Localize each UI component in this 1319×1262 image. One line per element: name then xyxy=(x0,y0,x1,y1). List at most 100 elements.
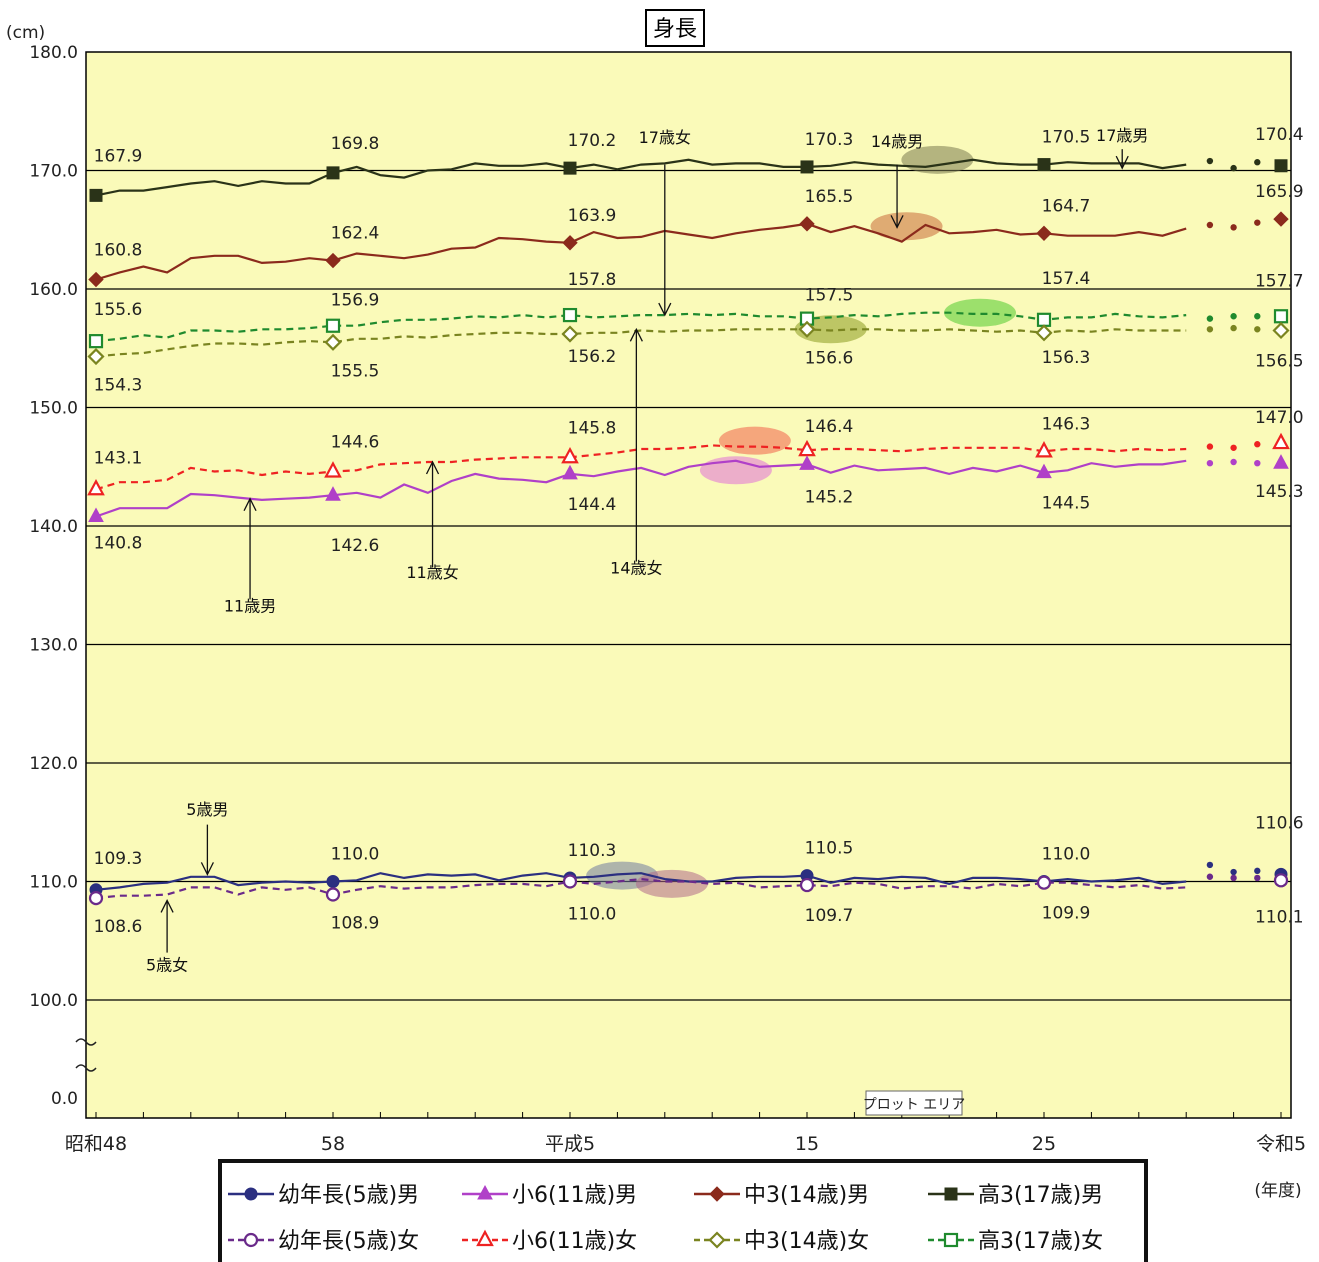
series-line-m11 xyxy=(95,459,1187,518)
data-label: 147.0 xyxy=(1255,408,1304,428)
marker-m17 xyxy=(1037,158,1051,172)
marker-m11 xyxy=(1273,454,1289,469)
data-label: 144.5 xyxy=(1042,494,1091,514)
marker-f17 xyxy=(1273,309,1289,324)
marker-f17 xyxy=(1036,312,1052,327)
annotation-label: 11歳女 xyxy=(406,563,458,582)
data-label: 163.9 xyxy=(568,206,617,226)
y-tick-label: 130.0 xyxy=(29,636,78,656)
data-label: 110.6 xyxy=(1255,813,1304,833)
series-dot-f5 xyxy=(1254,874,1261,882)
marker-m17 xyxy=(563,161,577,175)
data-label: 110.0 xyxy=(331,845,380,865)
data-label: 146.4 xyxy=(805,417,854,437)
legend-marker xyxy=(477,1184,493,1200)
annotation-arrowhead xyxy=(658,302,672,317)
highlight-ellipse xyxy=(870,212,943,241)
data-label: 110.3 xyxy=(568,841,617,861)
marker-f17 xyxy=(88,334,104,349)
series-dot-f5 xyxy=(1206,873,1214,880)
data-label: 142.6 xyxy=(331,536,380,556)
x-tick-label: 15 xyxy=(795,1133,819,1155)
marker-m14 xyxy=(562,235,578,251)
data-label: 109.7 xyxy=(805,906,854,926)
series-dot-m11 xyxy=(1230,458,1237,466)
annotation-label: 17歳男 xyxy=(1096,126,1148,145)
data-label: 110.1 xyxy=(1255,907,1304,927)
highlight-ellipse xyxy=(944,298,1017,327)
marker-f17 xyxy=(562,307,578,323)
legend-label: 中3(14歳)女 xyxy=(744,1229,869,1254)
marker-f14 xyxy=(87,347,105,366)
y-tick-label: 180.0 xyxy=(29,43,78,63)
marker-f5 xyxy=(799,877,815,893)
marker-f11 xyxy=(798,439,816,457)
data-label: 155.6 xyxy=(94,300,143,320)
series-line-m5 xyxy=(95,872,1187,891)
series-line-f14 xyxy=(95,328,1187,358)
data-label: 170.2 xyxy=(568,131,617,151)
legend-marker xyxy=(243,1232,259,1248)
legend-marker xyxy=(709,1186,725,1202)
data-label: 160.8 xyxy=(94,241,143,261)
series-dot-m14 xyxy=(1206,221,1214,229)
data-label: 157.5 xyxy=(805,286,854,306)
legend: 幼年長(5歳)男 小6(11歳)男 中3(14歳)男 高3(17歳)男幼年長(5歳)女… xyxy=(218,1159,1148,1262)
series-line-f11 xyxy=(95,444,1187,491)
x-unit-label: (年度) xyxy=(1254,1181,1301,1201)
annotation-label: 14歳男 xyxy=(871,132,923,151)
marker-m5 xyxy=(326,875,340,888)
series-line-f17 xyxy=(95,311,1187,343)
marker-m11 xyxy=(88,507,104,523)
legend-marker xyxy=(476,1229,494,1247)
series-dot-m5 xyxy=(1206,861,1214,869)
series-dot-f5 xyxy=(1230,874,1237,882)
series-dot-m17 xyxy=(1254,159,1261,166)
series-dot-f17 xyxy=(1254,313,1261,320)
marker-m14 xyxy=(325,252,341,269)
data-label: 162.4 xyxy=(331,224,380,244)
data-label: 157.4 xyxy=(1042,269,1091,289)
annotation-label: 17歳女 xyxy=(639,128,691,147)
y-tick-label: 110.0 xyxy=(29,873,78,893)
series-dot-f17 xyxy=(1206,315,1214,322)
legend-item-f11: 小6(11歳)女 xyxy=(462,1229,637,1254)
series-line-f5 xyxy=(95,877,1187,900)
series-dot-m11 xyxy=(1254,459,1261,467)
legend-marker xyxy=(944,1187,958,1201)
data-label: 156.9 xyxy=(331,291,380,311)
marker-f14 xyxy=(798,320,816,338)
series-dot-f17 xyxy=(1230,313,1237,320)
marker-f11 xyxy=(1035,441,1053,458)
series-line-m17 xyxy=(95,158,1187,197)
data-label: 143.1 xyxy=(94,448,143,468)
marker-f14 xyxy=(1035,324,1053,342)
legend-item-m14: 中3(14歳)男 xyxy=(694,1183,869,1208)
series-dot-f11 xyxy=(1230,444,1237,451)
x-tick-label: 25 xyxy=(1032,1133,1056,1155)
annotation-arrowhead xyxy=(243,497,257,512)
legend-marker xyxy=(244,1187,258,1201)
data-label: 145.3 xyxy=(1255,482,1304,502)
series-dot-m17 xyxy=(1206,157,1214,165)
marker-m11 xyxy=(799,455,815,470)
annotation-label: 11歳男 xyxy=(224,596,276,615)
annotation-arrowhead xyxy=(890,215,904,229)
data-label: 157.7 xyxy=(1255,271,1304,291)
data-label: 145.8 xyxy=(568,418,617,438)
highlight-ellipse xyxy=(718,426,791,455)
plot-area-tooltip-text: プロット エリア xyxy=(863,1097,965,1113)
marker-f11 xyxy=(324,461,342,478)
marker-f11 xyxy=(1272,432,1290,450)
series-dot-f11 xyxy=(1254,441,1261,448)
annotation-arrowhead xyxy=(1115,155,1129,170)
y-tick-label: 170.0 xyxy=(29,162,78,182)
data-label: 155.5 xyxy=(331,361,380,381)
data-label: 165.5 xyxy=(805,187,854,207)
legend-marker xyxy=(708,1231,726,1249)
marker-m14 xyxy=(1036,225,1052,242)
annotation-arrowhead xyxy=(425,460,440,475)
legend-label: 小6(11歳)女 xyxy=(512,1229,637,1254)
series-dot-m11 xyxy=(1206,459,1214,467)
